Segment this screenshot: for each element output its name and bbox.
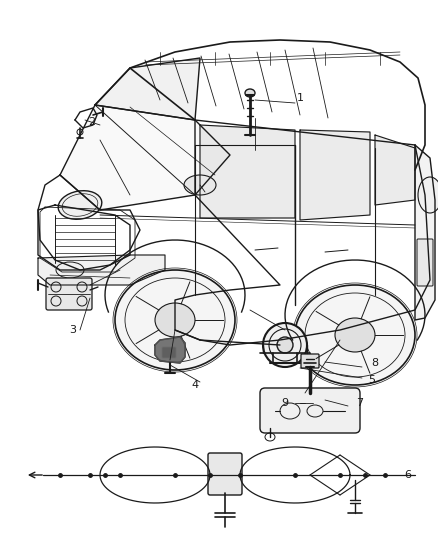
Ellipse shape — [115, 270, 235, 370]
Text: 6: 6 — [405, 470, 411, 480]
Ellipse shape — [155, 303, 195, 337]
Ellipse shape — [58, 191, 102, 219]
FancyBboxPatch shape — [417, 239, 433, 286]
Polygon shape — [60, 105, 230, 210]
Polygon shape — [300, 130, 370, 220]
FancyBboxPatch shape — [162, 347, 176, 358]
Ellipse shape — [263, 323, 307, 367]
Polygon shape — [415, 145, 435, 320]
Text: 7: 7 — [357, 398, 364, 408]
Text: 2: 2 — [88, 117, 95, 127]
Ellipse shape — [184, 175, 216, 195]
Polygon shape — [155, 337, 185, 363]
Text: 1: 1 — [297, 93, 304, 103]
Ellipse shape — [56, 262, 84, 278]
Ellipse shape — [295, 285, 415, 385]
Text: 8: 8 — [371, 358, 378, 368]
Ellipse shape — [277, 337, 293, 353]
FancyBboxPatch shape — [208, 453, 242, 495]
Polygon shape — [200, 125, 295, 218]
FancyBboxPatch shape — [301, 354, 319, 368]
Text: 3: 3 — [70, 325, 77, 335]
FancyBboxPatch shape — [46, 278, 92, 310]
Ellipse shape — [335, 318, 375, 352]
Text: 5: 5 — [368, 375, 375, 385]
Polygon shape — [38, 255, 165, 285]
Ellipse shape — [245, 89, 255, 97]
Ellipse shape — [418, 177, 438, 213]
FancyBboxPatch shape — [260, 388, 360, 433]
Text: 4: 4 — [191, 380, 198, 390]
Polygon shape — [375, 135, 415, 205]
Polygon shape — [95, 58, 200, 120]
Text: 9: 9 — [282, 398, 289, 408]
